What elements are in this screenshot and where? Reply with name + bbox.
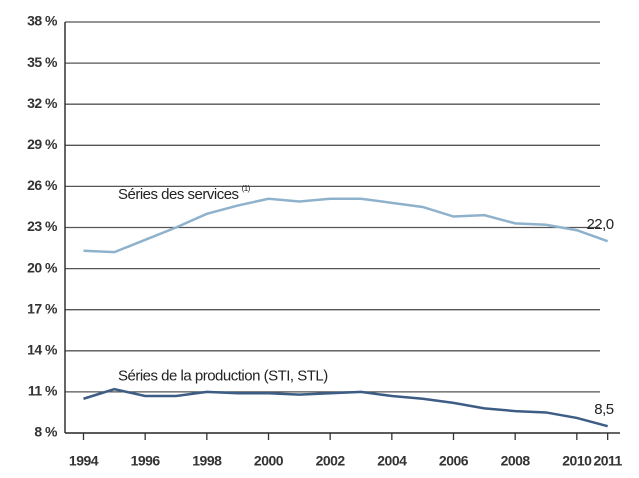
value-label: 22,0 <box>586 216 613 233</box>
x-tick-label: 1996 <box>131 453 161 469</box>
y-tick-label: 29 % <box>27 136 58 152</box>
x-tick-label: 2011 <box>593 453 622 469</box>
series-note: (1) <box>242 184 251 193</box>
x-tick-label: 2006 <box>439 453 469 469</box>
series-name: Séries des services <box>118 186 239 203</box>
x-tick-label: 1998 <box>192 453 222 469</box>
series-line <box>83 387 608 428</box>
x-tick-label: 2004 <box>377 453 407 469</box>
y-tick-label: 20 % <box>27 259 58 275</box>
x-tick-label: 2002 <box>316 453 346 469</box>
y-tick-label: 38 % <box>27 13 58 29</box>
x-tick-label: 2008 <box>501 453 531 469</box>
x-tick-label: 2000 <box>254 453 284 469</box>
y-tick-label: 23 % <box>27 218 58 234</box>
y-tick-label: 32 % <box>27 95 58 111</box>
x-tick-label: 2010 <box>562 453 592 469</box>
series-name: Séries de la production (STI, STL) <box>118 368 328 385</box>
y-tick-label: 35 % <box>27 54 58 70</box>
y-tick-label: 8 % <box>34 424 58 440</box>
y-tick-label: 14 % <box>27 342 58 358</box>
y-tick-label: 26 % <box>27 177 58 193</box>
x-tick-label: 1994 <box>69 453 99 469</box>
y-tick-label: 17 % <box>27 300 58 316</box>
y-tick-label: 11 % <box>28 383 58 399</box>
value-label: 8,5 <box>594 401 614 418</box>
series-line <box>83 197 609 254</box>
